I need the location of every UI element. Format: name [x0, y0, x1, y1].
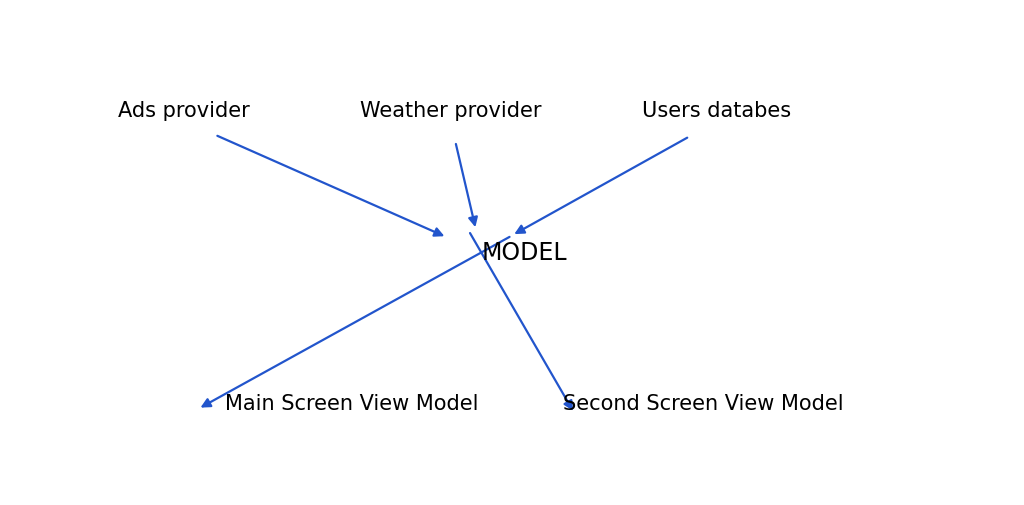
Text: Weather provider: Weather provider [359, 101, 542, 121]
Text: Main Screen View Model: Main Screen View Model [225, 394, 479, 414]
Text: Second Screen View Model: Second Screen View Model [563, 394, 844, 414]
Text: Users databes: Users databes [642, 101, 792, 121]
Text: Ads provider: Ads provider [119, 101, 250, 121]
Text: MODEL: MODEL [481, 240, 567, 265]
